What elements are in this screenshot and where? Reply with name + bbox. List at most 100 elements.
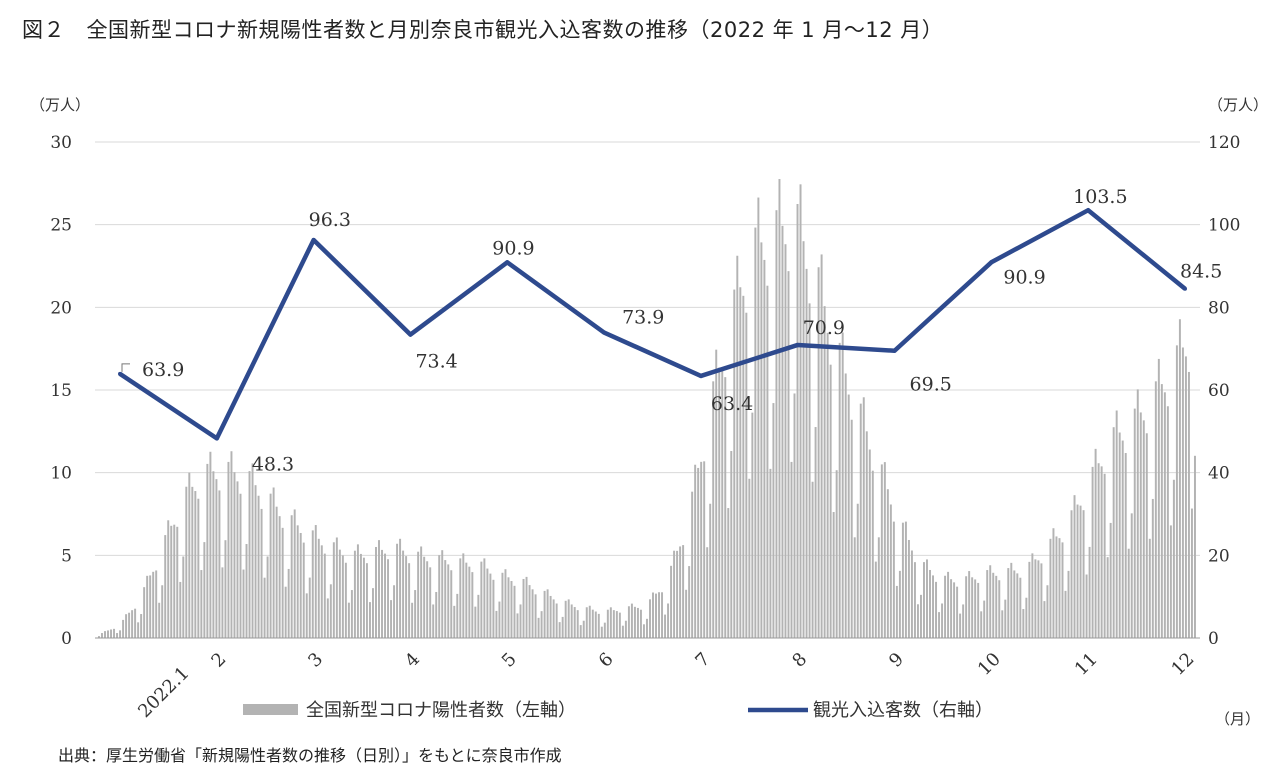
bar (724, 377, 727, 638)
bar (167, 520, 170, 638)
bar (1115, 410, 1118, 638)
bar (1037, 560, 1040, 638)
bar (242, 569, 245, 638)
bar (504, 569, 507, 638)
bar (113, 628, 116, 638)
bar (492, 579, 495, 638)
bar (429, 567, 432, 638)
bar (823, 306, 826, 638)
bar (1142, 420, 1145, 638)
bar (904, 521, 907, 638)
bar (1127, 548, 1130, 638)
bar (868, 449, 871, 638)
bar (962, 604, 965, 638)
bar (555, 603, 558, 638)
data-label: 69.5 (910, 374, 952, 396)
bar (200, 570, 203, 638)
bar (1091, 466, 1094, 638)
bar (579, 625, 582, 638)
bar (1184, 356, 1187, 638)
line-point (892, 348, 897, 353)
bar (414, 590, 417, 638)
bar (1163, 392, 1166, 638)
bar (781, 225, 784, 638)
bar (844, 373, 847, 638)
bar (865, 431, 868, 638)
bar (567, 599, 570, 638)
bar (1004, 599, 1007, 638)
bar (411, 602, 414, 638)
bar (1028, 561, 1031, 638)
bar (110, 629, 112, 638)
bar (299, 532, 302, 638)
bar (107, 630, 109, 638)
bar (612, 610, 615, 638)
data-label: 70.9 (803, 317, 845, 339)
bar (393, 585, 396, 638)
left-tick-label: 25 (50, 216, 72, 236)
bar (615, 611, 618, 638)
bar (950, 579, 953, 638)
bar (633, 606, 636, 638)
right-axis-unit: （万人） (1208, 96, 1268, 114)
data-label: 90.9 (1003, 266, 1045, 288)
bar (721, 368, 724, 638)
bar (1031, 553, 1034, 638)
right-tick-label: 0 (1208, 629, 1219, 649)
bar (390, 600, 393, 638)
bar (1181, 347, 1184, 638)
bar (528, 585, 531, 638)
bar (215, 479, 218, 638)
right-tick-label: 80 (1208, 298, 1230, 318)
bar (862, 397, 865, 638)
bar (784, 244, 787, 638)
data-label: 48.3 (252, 453, 294, 475)
bar (164, 535, 167, 638)
bar (916, 604, 919, 638)
left-tick-label: 0 (61, 629, 72, 649)
bar (1058, 538, 1061, 638)
legend-bar-swatch (243, 704, 298, 715)
bar (706, 547, 709, 638)
bar (1013, 570, 1016, 638)
bar (206, 463, 209, 638)
bar (799, 184, 802, 638)
x-tick-label: 7 (691, 649, 714, 672)
bar (944, 575, 947, 638)
bar (372, 588, 374, 638)
bar (763, 259, 766, 638)
bar (525, 576, 528, 638)
bar (652, 592, 654, 638)
bar (826, 332, 829, 638)
bar (459, 558, 462, 638)
bar (959, 613, 962, 638)
line-point (505, 260, 510, 265)
bar (588, 605, 591, 638)
bar (152, 571, 155, 638)
bar (332, 542, 335, 638)
x-tick-label: 3 (304, 649, 327, 672)
bar (564, 600, 567, 638)
bar (104, 631, 106, 638)
bar (697, 467, 700, 638)
line-point (989, 260, 994, 265)
bar (1148, 538, 1151, 638)
bar (438, 555, 441, 638)
line-point (795, 342, 800, 347)
bar (570, 604, 573, 638)
bar (561, 616, 564, 638)
bar (1178, 319, 1181, 638)
bar (1046, 585, 1049, 638)
bar (474, 606, 477, 638)
bar (1097, 463, 1100, 638)
bar (609, 607, 612, 638)
bar (1007, 568, 1010, 638)
bar (302, 542, 305, 638)
x-tick-label: 11 (1071, 649, 1102, 680)
legend: 全国新型コロナ陽性者数（左軸） 観光入込客数（右軸） (243, 700, 993, 721)
bar (573, 607, 576, 638)
bar (898, 570, 901, 638)
bar (877, 537, 880, 638)
line-point (1183, 286, 1187, 291)
bar (251, 463, 254, 638)
